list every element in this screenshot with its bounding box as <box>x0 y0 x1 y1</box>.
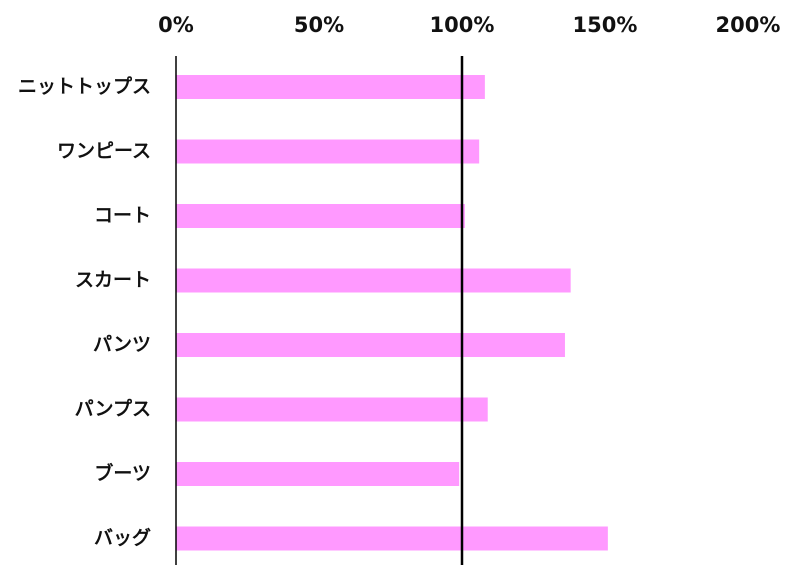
x-axis-ticks: 0% 50% 100% 150% 200% <box>158 13 780 37</box>
category-label: ブーツ <box>94 462 151 485</box>
bars <box>176 75 608 551</box>
category-label: ワンピース <box>57 140 151 162</box>
x-tick-label: 100% <box>430 13 495 37</box>
bar <box>176 526 608 551</box>
category-label: パンプス <box>75 397 151 420</box>
bar <box>176 204 465 228</box>
bar <box>176 333 565 357</box>
x-tick-label: 200% <box>716 13 781 37</box>
category-label: バッグ <box>94 526 151 549</box>
category-label: コート <box>94 205 151 227</box>
bar <box>176 268 571 293</box>
bar <box>176 462 460 486</box>
x-tick-label: 50% <box>294 13 344 37</box>
bar <box>176 397 488 422</box>
axis-lines <box>175 56 464 565</box>
bar <box>176 139 480 164</box>
category-label: パンツ <box>93 334 151 356</box>
category-label: ニットトップス <box>18 75 151 98</box>
x-tick-label: 150% <box>573 13 638 37</box>
category-label: スカート <box>75 269 151 291</box>
x-tick-label: 0% <box>158 13 194 37</box>
bar <box>176 75 485 99</box>
